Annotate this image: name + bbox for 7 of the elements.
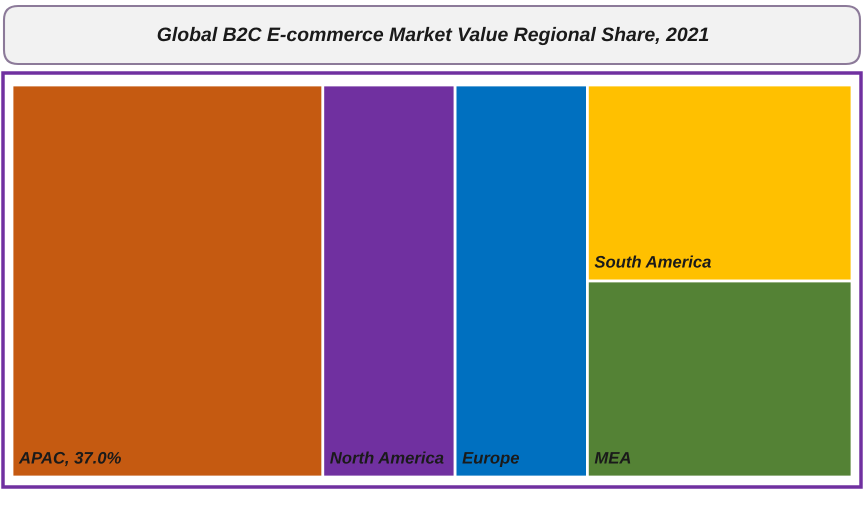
category-label: APAC (18, 452, 66, 464)
category-label: MEA (594, 452, 630, 464)
data-label: , 37.0% (64, 452, 121, 466)
category-label: Europe (462, 452, 520, 467)
category-label: South America (594, 255, 711, 268)
text: Global B2C E-commerce Market Value Regional Share, 2021 (158, 26, 708, 46)
category-label: North America (330, 451, 444, 464)
